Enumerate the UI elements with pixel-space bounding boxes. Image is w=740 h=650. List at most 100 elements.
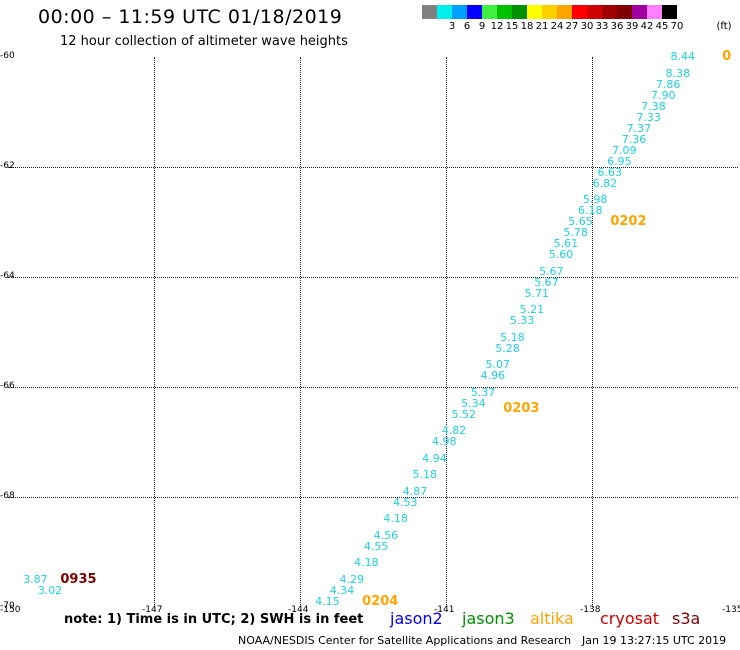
legend-label: 6 — [463, 21, 471, 32]
satellite-jason2: jason2 — [390, 609, 443, 628]
wave-height-point: 5.67 — [534, 275, 559, 289]
wave-height-point: 5.60 — [548, 248, 574, 261]
wave-height-point: 4.34 — [329, 583, 355, 597]
wave-height-point: 8.44 — [670, 50, 695, 63]
legend-label: 15 — [505, 21, 519, 32]
legend-swatch — [512, 5, 527, 19]
latitude-label: -70 — [0, 601, 15, 611]
latitude-gridline — [8, 497, 738, 498]
longitude-label: -138 — [580, 605, 601, 615]
wave-height-point: 5.34 — [461, 396, 486, 410]
satellite-altika: altika — [530, 609, 574, 628]
wave-height-point: 5.98 — [582, 193, 608, 206]
wave-height-point: 7.86 — [655, 77, 681, 91]
legend-swatch — [587, 5, 602, 19]
longitude-gridline — [446, 57, 447, 607]
wave-height-point: 7.38 — [641, 99, 666, 113]
wave-height-point: 4.56 — [373, 528, 399, 542]
wave-height-point: 5.65 — [568, 215, 593, 228]
latitude-label: -62 — [0, 161, 15, 171]
wave-height-point: 7.09 — [612, 143, 637, 157]
legend-swatch — [452, 5, 467, 19]
legend-swatch — [482, 5, 497, 19]
legend-unit: (ft) — [716, 21, 732, 32]
legend-label: 3 — [448, 21, 456, 32]
latitude-label: -68 — [0, 491, 15, 501]
wave-height-point: 4.96 — [480, 369, 506, 382]
map-subtitle: 12 hour collection of altimeter wave hei… — [60, 34, 348, 49]
legend-swatch — [527, 5, 542, 19]
pass-time-label: 0935 — [60, 571, 97, 587]
legend-swatch — [572, 5, 587, 19]
map-title: 00:00 – 11:59 UTC 01/18/2019 — [38, 6, 343, 28]
wave-height-point: 5.28 — [495, 341, 520, 355]
latitude-label: -64 — [0, 271, 15, 281]
legend-label: 18 — [520, 21, 534, 32]
legend-label: 9 — [478, 21, 486, 32]
map-plot-area: 8.44 8.38 7.86 7.90 7.38 7.33 7.37 7.36 7.09 6.95… — [8, 49, 738, 609]
legend-label: 36 — [610, 21, 624, 32]
legend-label: 12 — [490, 21, 504, 32]
wave-height-point: 4.53 — [393, 495, 418, 509]
legend-swatch — [602, 5, 617, 19]
legend-swatch — [632, 5, 647, 19]
wave-height-point: 6.95 — [607, 154, 632, 168]
wave-height-point: 4.94 — [422, 451, 447, 465]
pass-time-label: 0202 — [610, 214, 647, 229]
legend-swatch — [467, 5, 482, 19]
legend-swatch — [422, 5, 437, 19]
legend-swatch — [437, 5, 452, 19]
legend-swatch — [497, 5, 512, 19]
longitude-label: -141 — [434, 605, 455, 615]
wave-height-point: 6.18 — [578, 204, 603, 217]
legend-label: 33 — [595, 21, 609, 32]
wave-height-point: 4.18 — [354, 556, 379, 569]
latitude-label: -66 — [0, 381, 15, 391]
wave-height-point: 5.71 — [524, 286, 549, 300]
wave-height-point: 7.36 — [621, 132, 647, 146]
wave-height-point: 5.67 — [539, 264, 564, 278]
longitude-gridline — [592, 57, 593, 607]
wave-height-point: 5.21 — [519, 303, 545, 316]
latitude-label: -60 — [0, 51, 15, 61]
legend-label: 27 — [565, 21, 579, 32]
longitude-label: -147 — [142, 605, 163, 615]
legend-swatch — [617, 5, 632, 19]
wave-height-point: 5.18 — [500, 330, 525, 344]
wave-height-point: 7.37 — [626, 121, 652, 135]
legend-label: 70 — [670, 21, 684, 32]
legend-labels: 3 6 9 12 15 18 21 24 27 30 33 36 39 42 45 70 (ft) — [0, 21, 740, 35]
wave-height-point: 4.87 — [402, 484, 428, 498]
longitude-gridline — [154, 57, 155, 607]
legend-label: 21 — [535, 21, 549, 32]
legend-label: 39 — [625, 21, 639, 32]
legend-swatch — [647, 5, 662, 19]
longitude-label: -135 — [722, 605, 740, 615]
satellite-jason3: jason3 — [462, 609, 515, 628]
wave-height-point: 5.37 — [470, 385, 496, 399]
wave-height-point: 5.18 — [412, 468, 438, 481]
wave-height-point: 3.87 — [23, 572, 48, 586]
credit-text: NOAA/NESDIS Center for Satellite Applica… — [238, 634, 572, 647]
pass-time-label: 0204 — [362, 593, 399, 609]
wave-height-point: 5.78 — [563, 226, 588, 239]
wave-height-point: 7.33 — [636, 110, 661, 124]
legend-label: 45 — [655, 21, 669, 32]
wave-height-point: 8.38 — [665, 66, 691, 80]
legend-swatch — [557, 5, 572, 19]
wave-height-point: 7.90 — [651, 88, 676, 102]
wave-height-point: 4.55 — [363, 539, 389, 553]
latitude-gridline — [8, 387, 738, 388]
latitude-gridline — [8, 277, 738, 278]
wave-height-point: 4.98 — [432, 435, 457, 448]
wave-height-point: 5.61 — [553, 237, 579, 250]
color-legend — [422, 5, 677, 19]
wave-height-point: 4.18 — [383, 512, 408, 525]
satellite-cryosat: cryosat — [600, 609, 660, 628]
wave-height-point: 4.29 — [339, 572, 365, 586]
wave-height-point: 5.52 — [451, 407, 476, 421]
longitude-label: -144 — [288, 605, 309, 615]
longitude-label: -150 — [0, 605, 21, 615]
wave-height-point: 6.63 — [597, 165, 622, 179]
wave-height-point: 5.07 — [485, 358, 511, 371]
